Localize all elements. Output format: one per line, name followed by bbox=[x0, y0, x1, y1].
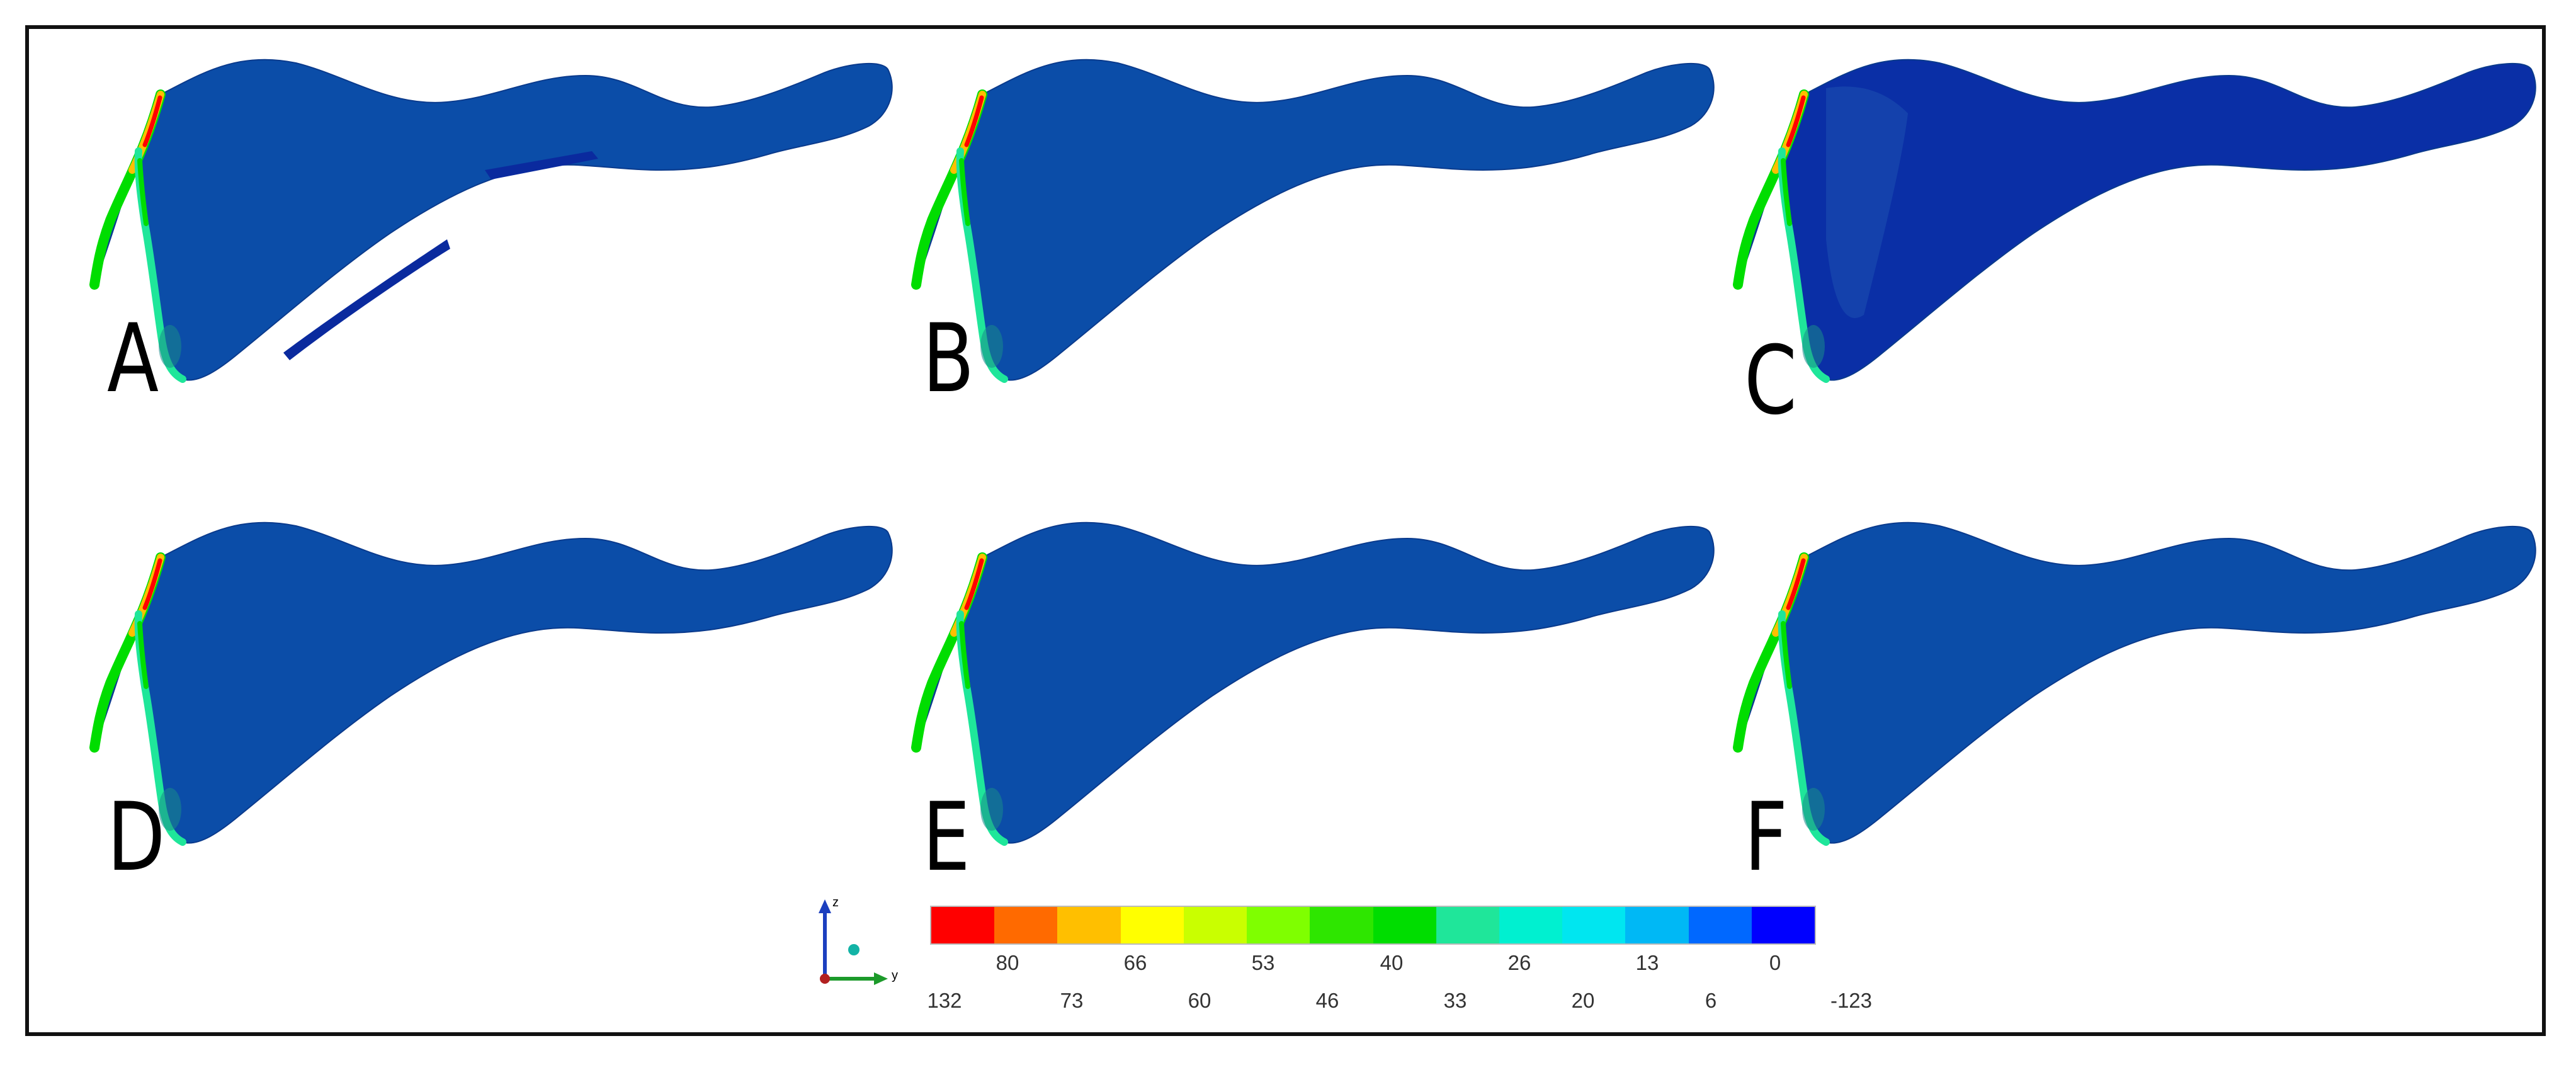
panel-label-f: F bbox=[1744, 783, 1788, 892]
stress-panel-c bbox=[1733, 50, 2544, 390]
colorbar-swatch bbox=[1183, 907, 1247, 943]
mandible-model-f bbox=[1733, 521, 2536, 846]
axis-triad: z y bbox=[800, 894, 900, 995]
axis-z-label: z bbox=[832, 896, 839, 909]
colorbar-upper-ticks: 80 66 53 40 26 13 0 bbox=[0, 951, 2576, 982]
colorbar-swatch bbox=[931, 907, 995, 943]
colorbar-swatch bbox=[1499, 907, 1563, 943]
colorbar-lower-tick: 132 bbox=[927, 989, 962, 1012]
colorbar-swatch bbox=[1436, 907, 1499, 943]
colorbar-swatch bbox=[1373, 907, 1436, 943]
colorbar-swatch bbox=[1751, 907, 1815, 943]
axis-triad-icon bbox=[819, 899, 888, 985]
colorbar-swatch bbox=[1057, 907, 1121, 943]
colorbar-lower-tick: 60 bbox=[1188, 989, 1211, 1012]
stress-panel-f bbox=[1733, 513, 2544, 853]
mandible-model-b bbox=[911, 59, 1715, 383]
colorbar-lower-tick: 20 bbox=[1571, 989, 1595, 1012]
panel-label-d: D bbox=[107, 783, 166, 892]
panel-label-a: A bbox=[107, 304, 159, 414]
colorbar-lower-tick: 46 bbox=[1315, 989, 1339, 1012]
colorbar-lower-ticks: 132 73 60 46 33 20 6 -123 bbox=[0, 989, 2576, 1020]
colorbar-swatch bbox=[1247, 907, 1310, 943]
colorbar-upper-tick: 66 bbox=[1123, 951, 1147, 974]
panel-label-c: C bbox=[1744, 326, 1797, 436]
mandible-model-c bbox=[1733, 59, 2536, 383]
colorbar-swatch bbox=[994, 907, 1058, 943]
stress-panel-b bbox=[911, 50, 1722, 390]
colorbar-upper-tick: 40 bbox=[1380, 951, 1404, 974]
mandible-model-e bbox=[911, 521, 1715, 846]
panel-label-e: E bbox=[922, 783, 970, 892]
colorbar-lower-tick: 33 bbox=[1443, 989, 1467, 1012]
colorbar-swatch bbox=[1562, 907, 1626, 943]
panel-label-b: B bbox=[922, 304, 975, 414]
colorbar-swatch bbox=[1120, 907, 1184, 943]
stress-panel-e bbox=[911, 513, 1722, 853]
colorbar-lower-tick: -123 bbox=[1830, 989, 1873, 1012]
colorbar-swatch bbox=[1688, 907, 1752, 943]
mandible-model-d bbox=[89, 521, 893, 846]
stress-colorbar bbox=[930, 906, 1816, 945]
colorbar-upper-tick: 80 bbox=[996, 951, 1019, 974]
colorbar-upper-tick: 0 bbox=[1769, 951, 1781, 974]
colorbar-swatch bbox=[1310, 907, 1373, 943]
stress-panel-d bbox=[89, 513, 900, 853]
colorbar-lower-tick: 73 bbox=[1060, 989, 1084, 1012]
colorbar-upper-tick: 26 bbox=[1507, 951, 1531, 974]
colorbar-lower-tick: 6 bbox=[1705, 989, 1717, 1012]
colorbar-upper-tick: 53 bbox=[1251, 951, 1275, 974]
axis-y-label: y bbox=[892, 969, 898, 982]
colorbar-swatch bbox=[1625, 907, 1689, 943]
colorbar-upper-tick: 13 bbox=[1635, 951, 1659, 974]
mandible-model-a bbox=[89, 59, 893, 383]
stress-panel-a bbox=[89, 50, 900, 390]
